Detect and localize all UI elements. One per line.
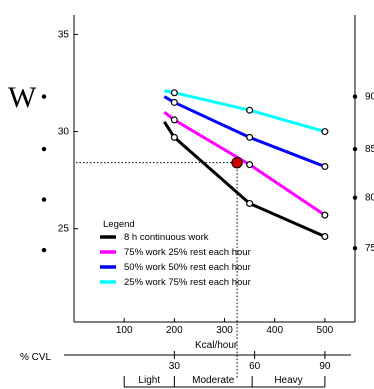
series-line: [163, 121, 326, 238]
series-marker: [170, 89, 178, 97]
legend-entry: 50% work 50% rest each hour: [124, 262, 251, 273]
zone-label: Moderate: [192, 375, 235, 386]
right-scale-dot: [352, 195, 358, 200]
x-axis-label: Kcal/hour: [195, 340, 238, 351]
zone-label: Heavy: [274, 375, 302, 386]
x-tick-label: 500: [317, 325, 334, 336]
series-marker: [170, 98, 178, 106]
cvl-label: % CVL: [20, 352, 52, 363]
x-tick-label: 300: [216, 325, 233, 336]
series-marker: [246, 199, 254, 207]
series-marker: [170, 133, 178, 141]
highlight-point: [231, 156, 243, 169]
legend-entry: 25% work 75% rest each hour: [124, 277, 251, 288]
zone-label: Light: [138, 375, 160, 386]
cvl-tick-label: 60: [249, 361, 261, 372]
y-right-tick-label: 75: [365, 243, 374, 254]
right-scale-dot: [352, 94, 358, 99]
series-marker: [246, 106, 254, 114]
series-marker: [246, 133, 254, 141]
series-marker: [321, 163, 329, 171]
left-scale-dot: [41, 197, 47, 202]
y-left-tick-label: 25: [58, 224, 70, 235]
x-tick-label: 400: [266, 325, 283, 336]
y-right-tick-label: 90: [365, 92, 374, 103]
legend-title: Legend: [103, 219, 135, 230]
x-tick-label: 200: [166, 325, 183, 336]
cvl-tick-label: 90: [319, 361, 331, 372]
y-right-tick-label: 85: [365, 144, 374, 155]
left-scale-dot: [41, 247, 47, 253]
legend-layer: 8 h continuous work 75% work 25% rest eac…: [100, 232, 251, 288]
left-scale-dot: [41, 146, 47, 152]
legend-entry: 8 h continuous work: [124, 232, 209, 243]
series-layer: [163, 89, 329, 241]
series-line: [163, 110, 326, 217]
right-scale-dot: [352, 245, 358, 251]
axes-layer: 25 30 35 75 80 85 90 100 200 300 400 500: [41, 15, 374, 378]
cvl-tick-label: 30: [169, 361, 181, 372]
legend-entry: 75% work 25% rest each hour: [124, 247, 251, 258]
series-marker: [170, 116, 178, 124]
left-scale-dot: [41, 94, 47, 99]
series-marker: [246, 161, 254, 169]
series-line: [163, 95, 326, 168]
y-left-tick-label: 35: [58, 29, 70, 40]
y-right-tick-label: 80: [365, 193, 374, 204]
y-left-tick-label: 30: [58, 127, 70, 138]
series-line: [164, 89, 326, 134]
right-scale-dot: [352, 146, 358, 152]
series-marker: [321, 128, 329, 136]
x-tick-label: 100: [116, 325, 133, 336]
series-marker: [321, 233, 329, 241]
series-marker: [321, 211, 329, 219]
cvl-layer: 30 60 90 Light Moderate Heavy: [64, 351, 351, 388]
big-w-label: W: [8, 81, 37, 114]
